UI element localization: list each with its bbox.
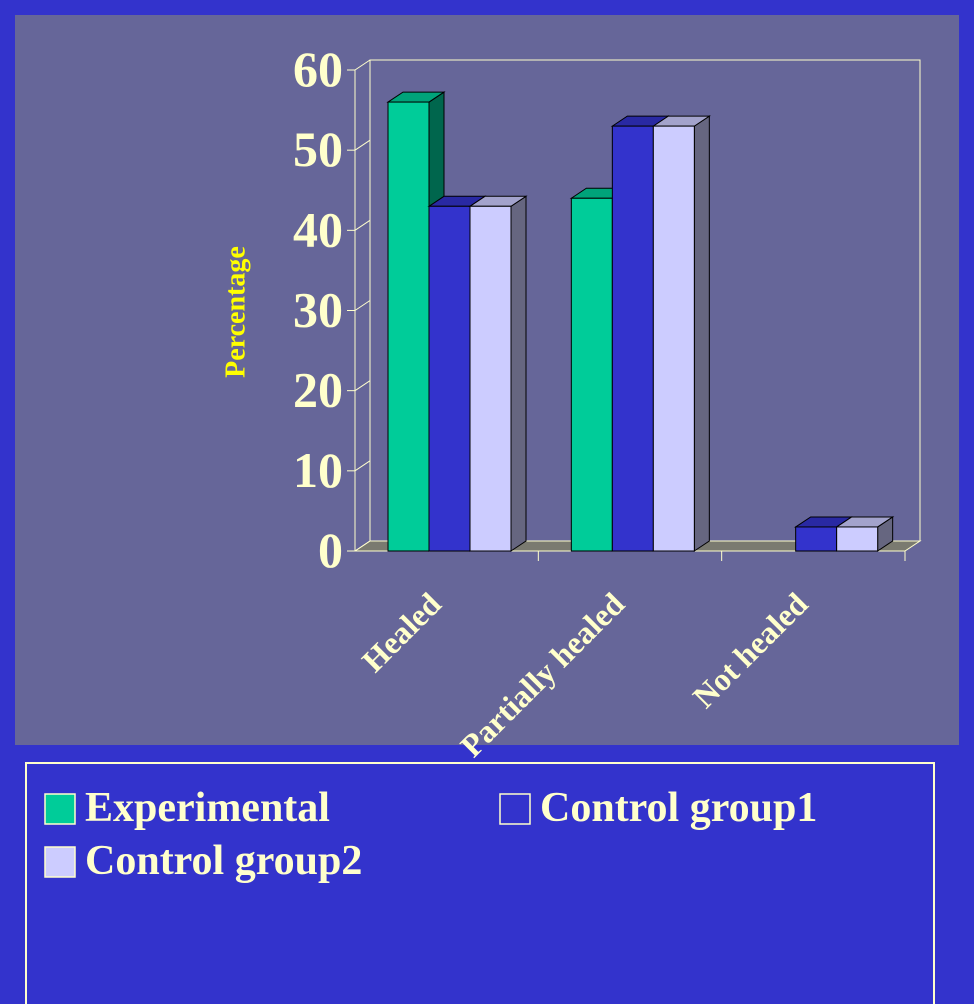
bar <box>652 125 695 552</box>
y-tick-label: 0 <box>318 522 343 578</box>
y-tick-depth <box>354 219 371 231</box>
legend-label: Experimental <box>85 785 330 831</box>
y-tick-label: 10 <box>293 442 343 498</box>
bar <box>570 197 613 552</box>
bar <box>836 526 879 552</box>
legend-swatch <box>499 793 531 825</box>
y-tick-label: 50 <box>293 121 343 177</box>
y-tick-label: 40 <box>293 201 343 257</box>
legend-swatch <box>44 846 76 878</box>
legend-swatch <box>44 793 76 825</box>
bar <box>428 205 471 552</box>
y-tick-label: 30 <box>293 282 343 338</box>
y-tick-label: 20 <box>293 362 343 418</box>
bar-side <box>693 115 710 552</box>
bar <box>469 205 512 552</box>
y-axis-label: Percentage <box>220 246 251 378</box>
y-tick-depth <box>354 139 371 151</box>
legend-label: Control group2 <box>85 838 362 884</box>
y-tick-depth <box>354 380 371 392</box>
legend-box <box>25 762 935 1004</box>
y-tick-label: 60 <box>293 41 343 97</box>
bar-side <box>510 195 527 552</box>
y-tick-depth <box>354 300 371 311</box>
bar <box>611 125 654 552</box>
y-tick-depth <box>354 540 371 552</box>
bar <box>387 101 430 552</box>
bar <box>795 526 838 552</box>
y-tick-depth <box>354 59 371 71</box>
legend-label: Control group1 <box>540 785 817 831</box>
y-tick-depth <box>354 460 371 472</box>
